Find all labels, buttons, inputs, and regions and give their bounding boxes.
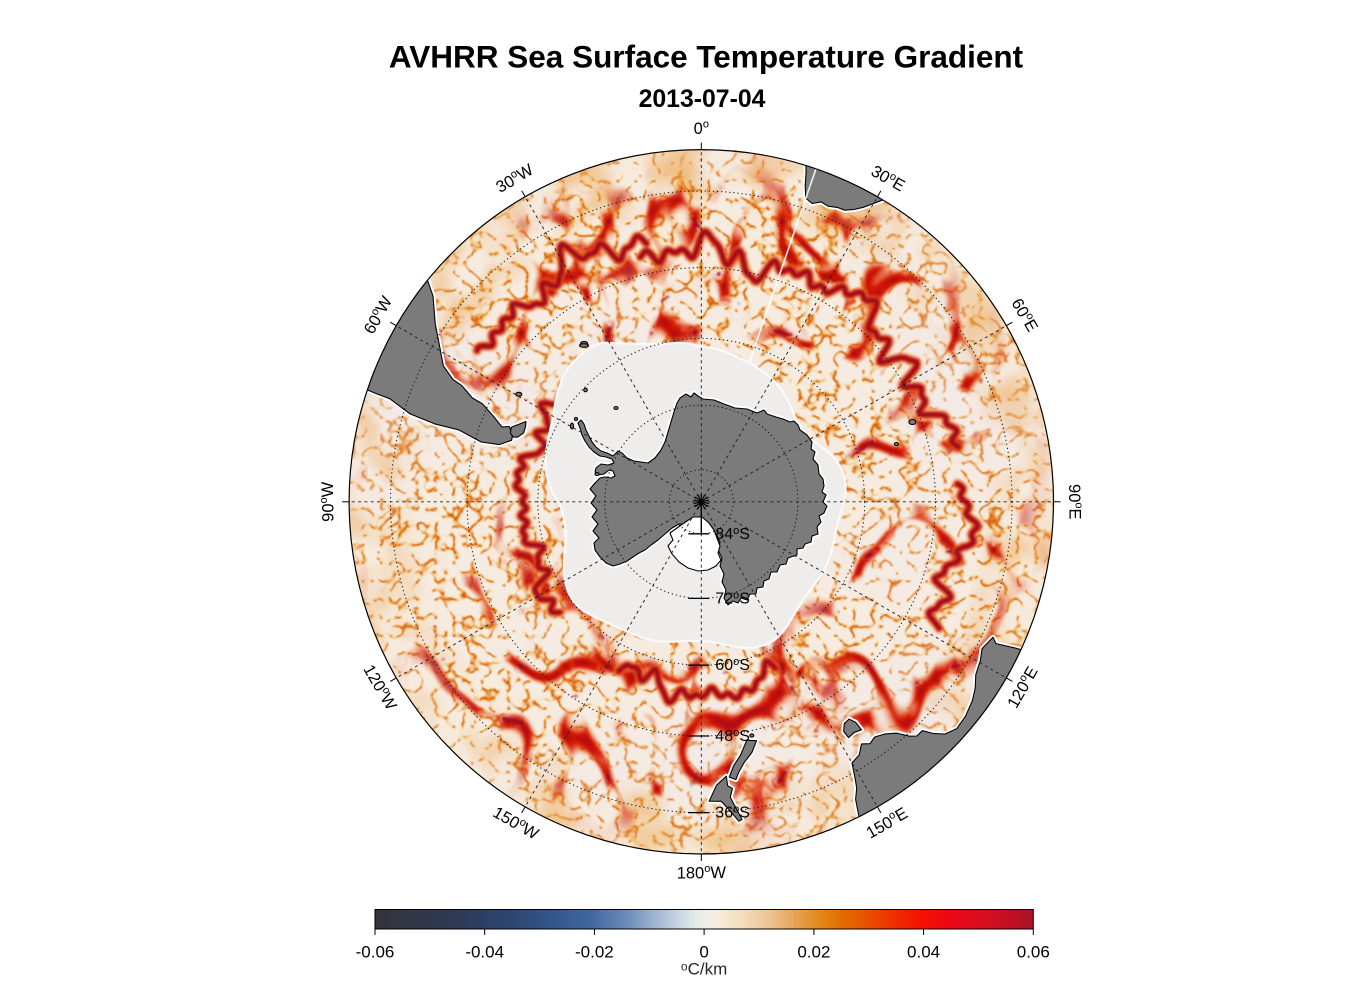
svg-text:oC/km: oC/km [681, 959, 727, 978]
svg-text:30oE: 30oE [868, 161, 908, 196]
svg-text:90oE: 90oE [1065, 484, 1084, 520]
svg-text:AVHRR Sea Surface Temperature: AVHRR Sea Surface Temperature Gradient [389, 39, 1024, 75]
svg-text:-0.02: -0.02 [575, 942, 614, 961]
svg-text:48oS: 48oS [715, 727, 750, 745]
svg-text:2013-07-04: 2013-07-04 [639, 86, 766, 113]
svg-text:0o: 0o [694, 119, 709, 138]
svg-text:0: 0 [699, 942, 708, 961]
svg-text:60oW: 60oW [359, 292, 396, 337]
svg-text:60oE: 60oE [1007, 295, 1042, 335]
svg-text:36oS: 36oS [715, 804, 750, 822]
svg-text:0.06: 0.06 [1017, 942, 1050, 961]
svg-text:-0.06: -0.06 [356, 942, 395, 961]
svg-text:-0.04: -0.04 [465, 942, 504, 961]
svg-text:0.02: 0.02 [797, 942, 830, 961]
svg-text:72oS: 72oS [715, 589, 750, 607]
svg-text:30oW: 30oW [492, 160, 537, 197]
svg-text:60oS: 60oS [715, 656, 750, 674]
svg-text:84oS: 84oS [715, 525, 750, 543]
svg-text:0.04: 0.04 [907, 942, 940, 961]
svg-text:180oW: 180oW [677, 863, 727, 882]
svg-text:90oW: 90oW [318, 481, 337, 521]
